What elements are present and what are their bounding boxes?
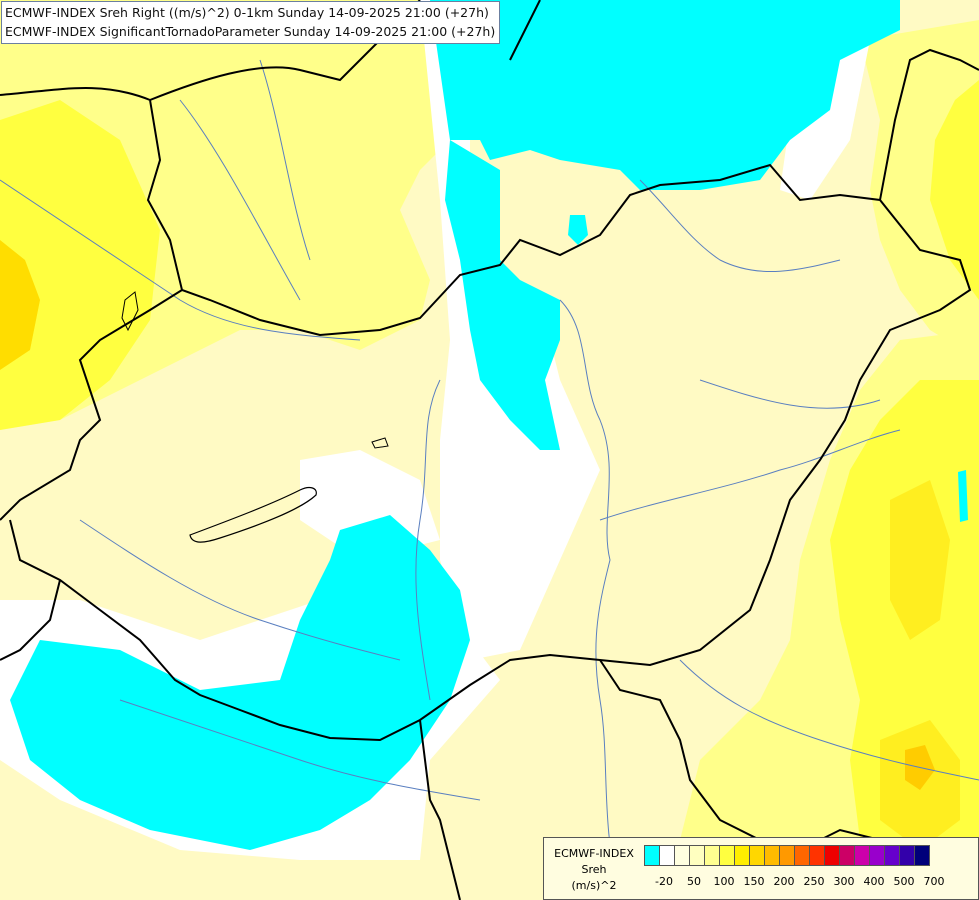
legend-tick: 400 (863, 875, 885, 888)
legend-tick: 50 (687, 875, 701, 888)
map-title-line-1: ECMWF-INDEX Sreh Right ((m/s)^2) 0-1km S… (5, 5, 489, 20)
map-title-line-2: ECMWF-INDEX SignificantTornadoParameter … (5, 24, 496, 39)
legend-swatch (899, 845, 915, 866)
legend-swatch (869, 845, 885, 866)
legend-swatch (704, 845, 720, 866)
legend-swatch (794, 845, 810, 866)
legend-swatch (689, 845, 705, 866)
legend-tick: 500 (893, 875, 915, 888)
legend-swatch (764, 845, 780, 866)
legend-tick-labels: -20 50 100 150 200 250 300 400 500 700 (645, 875, 975, 889)
lake-neusiedl (121, 291, 139, 332)
cyan-spot-small (568, 215, 588, 245)
yellow-zone-northeast (860, 20, 979, 360)
legend-tick: -20 (655, 875, 673, 888)
legend-swatch (824, 845, 840, 866)
yellow-zone-west-core (0, 100, 160, 430)
yellow-zone-northeast-core (930, 80, 979, 300)
legend-variable: Sreh (581, 863, 607, 876)
legend-swatch (674, 845, 690, 866)
legend-swatch (659, 845, 675, 866)
legend-tick: 100 (713, 875, 735, 888)
legend-swatch (839, 845, 855, 866)
legend-swatch (809, 845, 825, 866)
legend-swatch (779, 845, 795, 866)
legend-tick: 700 (923, 875, 945, 888)
legend-swatch (719, 845, 735, 866)
rivers (0, 59, 979, 900)
cyan-spot-east (958, 470, 968, 522)
legend-swatch (884, 845, 900, 866)
legend-tick: 250 (803, 875, 825, 888)
legend-swatch (854, 845, 870, 866)
map-title-box: ECMWF-INDEX Sreh Right ((m/s)^2) 0-1km S… (1, 1, 501, 44)
legend-unit: (m/s)^2 (571, 879, 617, 892)
color-legend: ECMWF-INDEX Sreh (m/s)^2 -20 50 100 150 200 2… (543, 837, 979, 900)
gold-zone-east (890, 480, 950, 640)
legend-swatch (749, 845, 765, 866)
legend-color-bar (644, 845, 930, 866)
legend-tick: 150 (743, 875, 765, 888)
legend-title: ECMWF-INDEX (554, 847, 634, 860)
lake-balaton (189, 486, 317, 543)
legend-tick: 200 (773, 875, 795, 888)
legend-swatch (914, 845, 930, 866)
legend-swatch (734, 845, 750, 866)
cyan-zone-southwest (10, 515, 470, 850)
legend-swatch (644, 845, 660, 866)
legend-tick: 300 (833, 875, 855, 888)
cyan-tongue (445, 140, 560, 450)
lake-small (371, 437, 389, 449)
cyan-zone-north (430, 0, 900, 190)
gold-zone-west (0, 240, 40, 370)
